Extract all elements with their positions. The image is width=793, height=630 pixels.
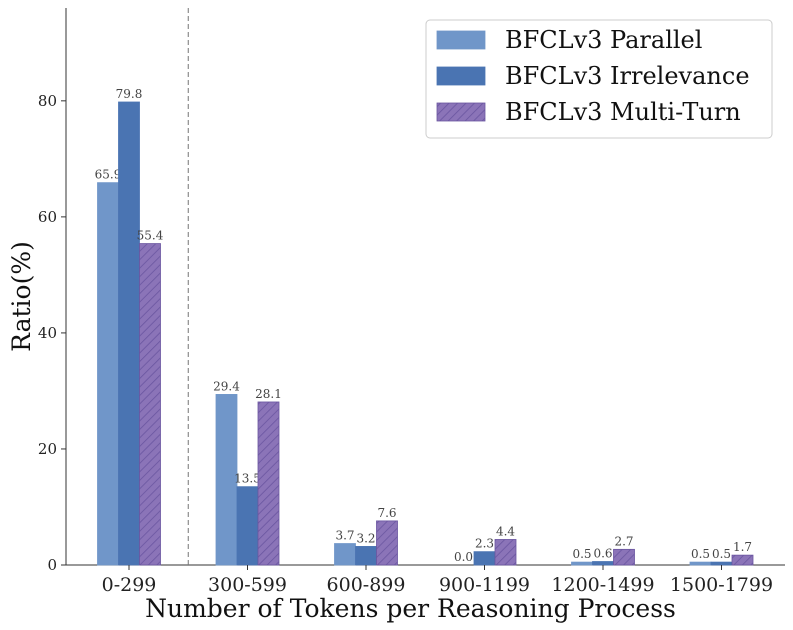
y-tick-label: 0: [47, 556, 57, 574]
bar-bfclv3-parallel: [334, 543, 356, 566]
legend-swatch: [436, 102, 486, 122]
bar-bfclv3-multi-turn: [494, 539, 517, 566]
data-label: 1.7: [733, 540, 752, 554]
bar-bfclv3-irrelevance: [473, 551, 496, 566]
x-tick-label: 900-1199: [439, 574, 530, 596]
x-tick-label: 600-899: [327, 574, 406, 596]
data-label: 2.7: [614, 534, 633, 548]
bar-bfclv3-irrelevance: [710, 561, 733, 566]
y-tick-label: 80: [38, 92, 57, 110]
data-label: 13.5: [234, 472, 261, 486]
legend-label: BFCLv3 Multi-Turn: [505, 98, 741, 126]
x-tick-label: 1200-1499: [551, 574, 654, 596]
legend-swatch: [436, 30, 486, 50]
data-label: 0.0: [454, 550, 473, 564]
bar-bfclv3-parallel: [571, 561, 593, 566]
legend-box: [425, 19, 773, 139]
bar-bfclv3-multi-turn: [139, 243, 161, 566]
bar-bfclv3-multi-turn: [731, 554, 754, 566]
data-label: 3.2: [356, 531, 375, 545]
x-axis-title: Number of Tokens per Reasoning Process: [145, 594, 676, 623]
x-tick-label: 0-299: [102, 574, 157, 596]
data-label: 4.4: [496, 524, 515, 538]
data-label: 28.1: [255, 387, 282, 401]
data-label: 0.5: [572, 547, 591, 561]
legend-swatch: [436, 66, 486, 86]
bar-bfclv3-parallel: [689, 561, 712, 566]
data-label: 7.6: [377, 506, 396, 520]
legend-label: BFCLv3 Irrelevance: [505, 62, 750, 90]
data-label: 65.9: [95, 168, 122, 182]
y-tick-label: 40: [38, 324, 57, 342]
bar-bfclv3-parallel: [215, 394, 238, 566]
data-label: 79.8: [116, 87, 143, 101]
x-tick-label: 300-599: [208, 574, 287, 596]
bar-bfclv3-multi-turn: [613, 548, 635, 566]
legend-label: BFCLv3 Parallel: [505, 26, 702, 54]
data-label: 2.3: [475, 537, 494, 551]
data-label: 3.7: [335, 529, 354, 543]
y-tick-label: 20: [38, 440, 57, 458]
legend: BFCLv3 Parallel BFCLv3 Irrelevance BFCLv3 …: [425, 19, 773, 139]
x-tick-label: 1500-1799: [670, 574, 773, 596]
bar-bfclv3-parallel: [97, 182, 119, 566]
bar-bfclv3-multi-turn: [257, 401, 280, 566]
bar-bfclv3-irrelevance: [355, 546, 377, 566]
bar-bfclv3-multi-turn: [376, 520, 398, 566]
y-tick-label: 60: [38, 208, 57, 226]
data-label: 55.4: [137, 229, 164, 243]
bar-bfclv3-irrelevance: [118, 101, 140, 566]
bar-bfclv3-irrelevance: [236, 486, 259, 566]
y-axis-title: Ratio(%): [7, 241, 36, 352]
data-label: 0.5: [712, 547, 731, 561]
data-label: 29.4: [213, 379, 240, 393]
bar-bfclv3-irrelevance: [592, 561, 614, 566]
data-label: 0.5: [691, 547, 710, 561]
data-label: 0.6: [593, 547, 612, 561]
